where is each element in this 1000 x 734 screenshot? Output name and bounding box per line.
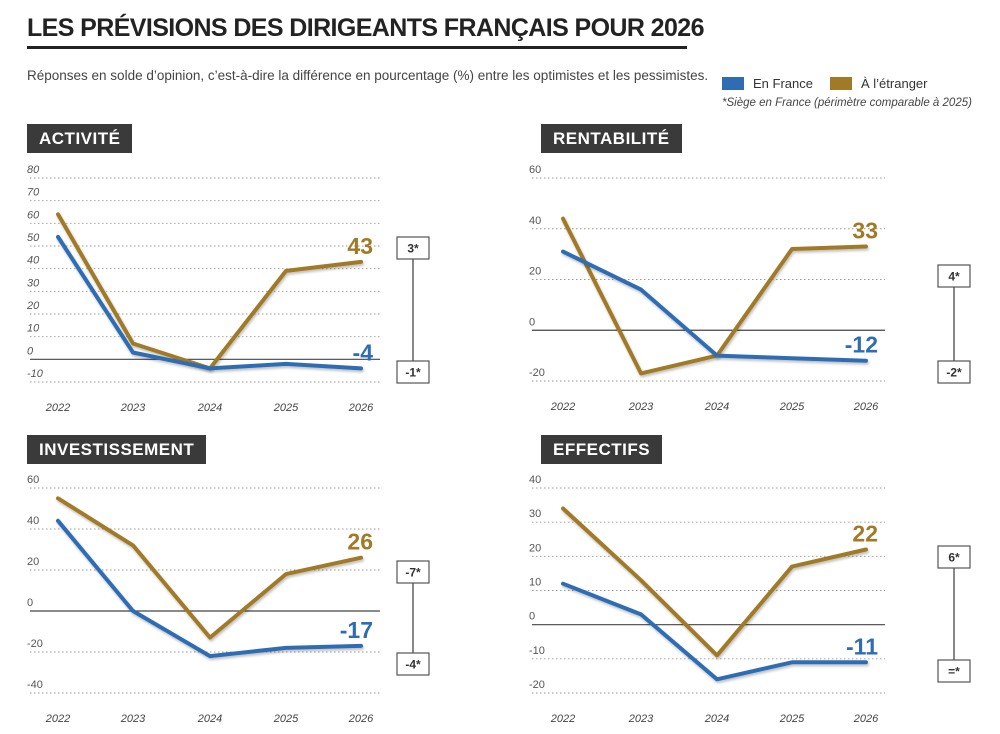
y-tick-label: 40 [529, 215, 541, 227]
y-tick-label: -20 [27, 638, 43, 650]
x-tick-label: 2025 [779, 401, 805, 413]
legend-label-etranger: À l’étranger [861, 76, 928, 91]
y-tick-label: -40 [27, 679, 43, 691]
y-tick-label: 10 [27, 323, 40, 335]
chart-investissement: 60 40 20 0 -20 -40 2022 2023 2024 2025 2026 26 -17 -7… [27, 474, 430, 725]
y-tick-label: 40 [27, 255, 40, 267]
change-box-france [937, 360, 971, 384]
end-label-france: -11 [846, 633, 878, 659]
y-tick-label: 30 [529, 508, 541, 520]
x-tick-label: 2023 [120, 402, 146, 414]
x-tick-label: 2026 [348, 402, 374, 414]
y-tick-label: 0 [529, 611, 535, 623]
y-tick-label: 80 [27, 164, 40, 176]
x-tick-label: 2026 [853, 401, 879, 413]
change-box-etranger [937, 264, 971, 288]
y-tick-label: 0 [529, 316, 535, 328]
y-tick-label: 60 [27, 209, 40, 221]
y-tick-label: 20 [529, 542, 541, 554]
series-line-france [56, 234, 363, 371]
y-tick-label: 0 [27, 345, 34, 357]
change-box-france [396, 360, 430, 384]
y-tick-label: -10 [529, 645, 545, 657]
end-label-france: -17 [340, 617, 373, 643]
page-title: LES PRÉVISIONS DES DIRIGEANTS FRANÇAIS P… [27, 14, 705, 42]
end-label-etranger: 33 [852, 218, 878, 244]
change-label-france: -2* [946, 366, 962, 380]
series-line-etranger [56, 496, 363, 640]
change-box-etranger [396, 560, 430, 584]
x-tick-label: 2024 [704, 401, 729, 413]
end-label-france: -4 [353, 339, 374, 365]
end-label-etranger: 26 [347, 529, 373, 555]
x-tick-label: 2024 [197, 402, 222, 414]
end-label-etranger: 43 [347, 233, 373, 259]
panel-title-activite: ACTIVITÉ [27, 124, 133, 153]
series-line-france [56, 518, 363, 659]
chart-effectifs: 40 30 20 10 0 -10 -20 2022 2023 2024 2025 2026 22 -11… [529, 474, 971, 725]
x-tick-label: 2024 [197, 713, 222, 725]
legend-label-france: En France [753, 76, 813, 91]
x-tick-label: 2024 [704, 713, 729, 725]
change-box-france [396, 652, 430, 676]
x-tick-label: 2022 [45, 402, 70, 414]
change-box-etranger [937, 545, 971, 569]
panel-title-effectifs: EFFECTIFS [541, 435, 663, 464]
chart-rentabilite: 60 40 20 0 -20 2022 2023 2024 2025 2026 33 -12 4* -2* [529, 164, 971, 413]
end-label-france: -12 [845, 332, 878, 358]
y-tick-label: -10 [27, 368, 44, 380]
change-label-etranger: 6* [948, 551, 960, 565]
page-subtitle: Réponses en solde d’opinion, c’est-à-dir… [27, 68, 709, 83]
series-line-etranger [561, 506, 868, 658]
x-tick-label: 2026 [853, 713, 879, 725]
change-label-france: -4* [405, 658, 421, 672]
legend-swatch-france [722, 77, 744, 90]
x-tick-label: 2023 [628, 401, 654, 413]
series-line-france [561, 249, 868, 363]
change-label-france: -1* [405, 366, 421, 380]
legend-swatch-etranger [830, 77, 852, 90]
x-tick-label: 2025 [779, 713, 805, 725]
x-tick-label: 2025 [273, 713, 299, 725]
series-line-etranger [561, 216, 868, 376]
y-tick-label: 30 [27, 277, 40, 289]
change-label-etranger: 3* [407, 242, 419, 256]
x-tick-label: 2022 [550, 713, 575, 725]
end-label-etranger: 22 [852, 521, 878, 547]
y-tick-label: 40 [529, 474, 541, 486]
x-tick-label: 2023 [628, 713, 654, 725]
y-tick-label: 60 [529, 164, 541, 176]
change-box-france [937, 659, 971, 683]
legend-item-etranger: À l’étranger [830, 76, 927, 91]
change-label-etranger: -7* [405, 566, 421, 580]
x-tick-label: 2023 [120, 713, 146, 725]
y-tick-label: 20 [529, 266, 541, 278]
y-tick-label: 0 [27, 597, 33, 609]
y-tick-label: 60 [27, 474, 39, 486]
panel-title-rentabilite: RENTABILITÉ [541, 124, 682, 153]
x-tick-label: 2022 [550, 401, 575, 413]
y-tick-label: 10 [529, 577, 541, 589]
series-line-france [561, 581, 868, 682]
y-tick-label: 20 [27, 556, 39, 568]
title-underline [27, 46, 687, 49]
footnote: *Siège en France (périmètre comparable à… [722, 97, 972, 109]
x-tick-label: 2022 [45, 713, 70, 725]
change-label-etranger: 4* [948, 270, 960, 284]
change-box-etranger [396, 236, 430, 260]
y-tick-label: 20 [26, 300, 40, 312]
y-tick-label: 70 [27, 187, 40, 199]
chart-activite: 80 70 60 50 40 30 20 10 0 -10 2022 2023 2024 2025 2026… [26, 164, 430, 414]
y-tick-label: -20 [529, 679, 545, 691]
y-tick-label: -20 [529, 367, 545, 379]
x-tick-label: 2026 [348, 713, 374, 725]
panel-title-investissement: INVESTISSEMENT [27, 435, 207, 464]
y-tick-label: 40 [27, 515, 39, 527]
series-line-etranger [56, 212, 363, 371]
y-tick-label: 50 [27, 232, 40, 244]
legend-item-france: En France [722, 76, 813, 91]
change-label-france: =* [948, 665, 960, 679]
x-tick-label: 2025 [273, 402, 299, 414]
